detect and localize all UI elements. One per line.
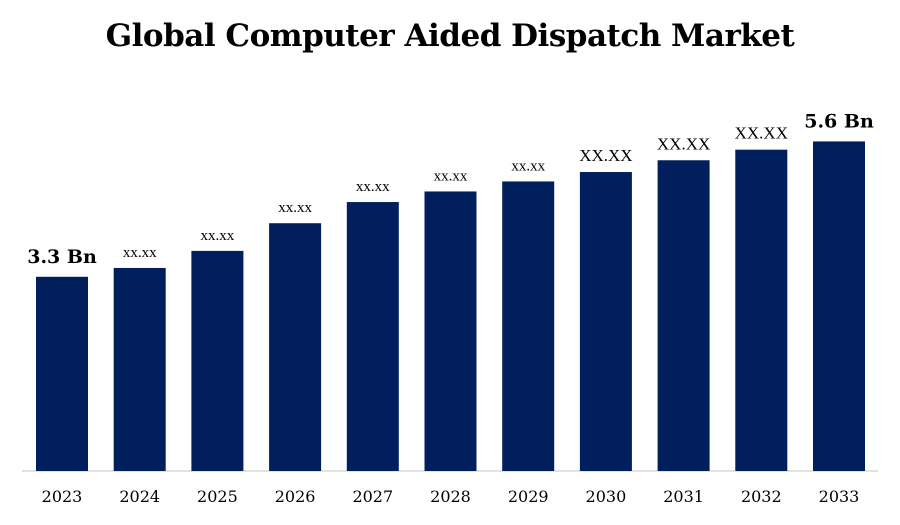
x-tick-label-2029: 2029 [508,487,549,506]
data-label-2029: xx.xx [511,158,545,174]
bar-2027 [346,202,399,472]
bar-2028 [424,191,477,472]
data-label-2026: xx.xx [278,200,312,216]
bar-2023 [36,276,88,471]
bar-2033 [813,141,865,472]
bar-2032 [735,149,788,471]
data-label-2023: 3.3 Bn [27,246,97,268]
x-tick-label-2030: 2030 [586,487,627,506]
x-tick-label-2023: 2023 [42,487,83,506]
bar-2026 [269,223,322,471]
data-label-2027: xx.xx [356,179,390,195]
bar-2024 [113,267,166,471]
x-tick-label-2028: 2028 [430,487,471,506]
data-label-2025: xx.xx [201,228,235,244]
bar-2031 [657,160,710,471]
data-label-2031: XX.XX [657,134,710,153]
x-tick-label-2033: 2033 [819,487,860,506]
x-tick-label-2027: 2027 [352,487,393,506]
x-tick-label-2024: 2024 [119,487,160,506]
data-label-2024: xx.xx [123,245,157,261]
x-tick-label-2031: 2031 [663,487,704,506]
bar-2025 [191,250,244,471]
chart-title: Global Computer Aided Dispatch Market [105,18,795,54]
bar-2030 [579,172,632,471]
x-tick-label-2025: 2025 [197,487,238,506]
x-tick-label-2026: 2026 [275,487,316,506]
bar-2029 [502,181,555,471]
data-label-2028: xx.xx [434,168,468,184]
data-label-2030: XX.XX [579,146,632,165]
data-label-2032: XX.XX [735,124,788,143]
data-label-2033: 5.6 Bn [804,110,874,132]
x-tick-label-2032: 2032 [741,487,782,506]
